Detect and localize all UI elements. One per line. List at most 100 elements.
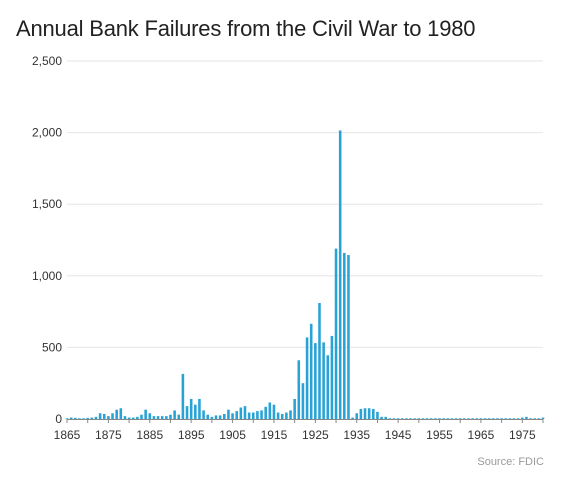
bar (314, 343, 317, 419)
bar (280, 413, 284, 419)
bar (169, 414, 172, 419)
bar (463, 418, 466, 419)
bar (102, 413, 106, 419)
bar (165, 416, 168, 419)
bar (343, 252, 346, 419)
bar (483, 418, 487, 419)
y-tick-label: 1,000 (32, 269, 62, 283)
y-tick-label: 0 (55, 412, 62, 426)
bar (239, 407, 243, 419)
bar (98, 413, 102, 419)
bar (334, 248, 338, 419)
bar (475, 418, 479, 419)
bar (127, 417, 131, 419)
bar (330, 335, 334, 419)
bar (243, 406, 247, 419)
y-axis-tick-labels: 0 500 1,000 1,500 2,000 2,500 (32, 54, 62, 426)
bar (289, 410, 292, 419)
bar (471, 418, 474, 419)
bar (194, 404, 197, 419)
bar (247, 412, 251, 419)
bar (268, 402, 272, 419)
bar (425, 418, 429, 419)
x-tick-label: 1945 (385, 428, 412, 442)
bar (421, 418, 425, 419)
bar (376, 411, 379, 419)
bar (152, 416, 156, 419)
bar (355, 413, 359, 419)
bar (297, 360, 301, 419)
y-tick-label: 2,500 (32, 54, 62, 68)
bar (363, 408, 367, 419)
bars (65, 130, 545, 419)
bar (260, 410, 263, 419)
bar (285, 412, 288, 419)
bar (309, 323, 313, 419)
bar (218, 415, 222, 419)
bar (413, 418, 416, 419)
bar (119, 408, 123, 419)
y-tick-label: 500 (42, 340, 62, 354)
x-tick-label: 1865 (54, 428, 81, 442)
bar (516, 418, 520, 419)
bar (492, 418, 495, 419)
bar (107, 416, 110, 419)
bar (86, 417, 89, 419)
bar (338, 130, 342, 419)
bar (264, 406, 267, 419)
bar (160, 416, 164, 419)
bar (131, 417, 135, 419)
bar (148, 413, 152, 419)
bar (442, 418, 445, 419)
bar (69, 417, 73, 419)
bar (73, 417, 77, 419)
bar (347, 255, 350, 419)
gridlines (67, 60, 543, 348)
chart-title: Annual Bank Failures from the Civil War … (16, 16, 476, 41)
bar (90, 417, 94, 419)
bar (372, 408, 375, 419)
bar (318, 303, 321, 419)
x-axis-tick-labels: 1865 1875 1885 1895 1905 1915 1925 1935 1945 1955… (54, 428, 536, 442)
bar (392, 418, 396, 419)
bar (533, 418, 537, 419)
bar (305, 337, 309, 419)
bar (185, 406, 189, 419)
x-tick-label: 1955 (426, 428, 453, 442)
bar (438, 418, 441, 419)
x-tick-label: 1975 (509, 428, 536, 442)
bar (136, 416, 139, 419)
bar (409, 418, 412, 419)
bar (198, 398, 201, 419)
bar (508, 418, 512, 419)
y-tick-label: 1,500 (32, 197, 62, 211)
bar (227, 409, 230, 419)
bar (467, 418, 470, 419)
bar (429, 418, 433, 419)
x-tick-label: 1885 (136, 428, 163, 442)
x-tick-label: 1925 (302, 428, 329, 442)
x-axis-ticks (66, 419, 544, 423)
bar (115, 409, 118, 419)
x-tick-label: 1875 (95, 428, 122, 442)
bar (434, 418, 437, 419)
bar (214, 415, 218, 419)
bar (235, 411, 238, 419)
bar (156, 416, 160, 419)
bar (380, 416, 383, 419)
bar (202, 410, 205, 419)
bar (82, 418, 85, 419)
bar (487, 418, 491, 419)
bar (450, 418, 454, 419)
bar (256, 411, 259, 419)
bar (504, 418, 508, 419)
x-tick-label: 1905 (219, 428, 246, 442)
bar (359, 408, 363, 419)
bar (525, 416, 528, 419)
bar (189, 398, 193, 419)
x-tick-label: 1965 (468, 428, 495, 442)
y-tick-label: 2,000 (32, 126, 62, 140)
bar (351, 417, 354, 419)
bar (541, 417, 545, 419)
bar (276, 412, 280, 419)
